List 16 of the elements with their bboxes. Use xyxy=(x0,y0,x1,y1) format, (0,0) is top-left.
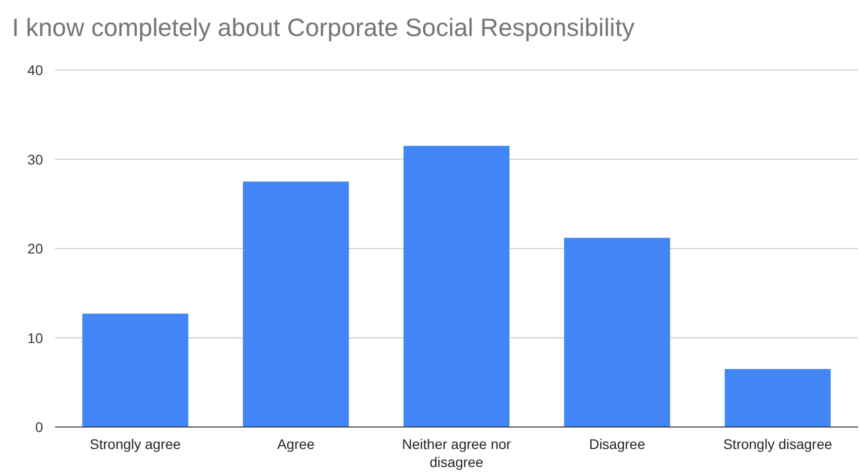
bar xyxy=(564,238,670,427)
y-tick-label: 40 xyxy=(27,62,44,78)
bar xyxy=(242,182,349,427)
y-tick-label: 0 xyxy=(35,419,44,435)
x-tick-label: Strongly agree xyxy=(90,436,182,452)
bar xyxy=(404,146,510,427)
x-tick-label: Agree xyxy=(277,436,315,452)
y-tick-label: 10 xyxy=(27,330,44,346)
x-tick-label: Strongly disagree xyxy=(723,436,832,452)
bar xyxy=(724,368,831,427)
x-tick-label: Disagree xyxy=(589,436,646,452)
chart-title: I know completely about Corporate Social Responsibility xyxy=(12,14,636,42)
y-tick-label: 20 xyxy=(27,240,44,256)
y-tick-label: 30 xyxy=(27,151,44,168)
x-tick-label: Neither agree nor disagree xyxy=(402,436,512,470)
bar xyxy=(82,314,188,427)
